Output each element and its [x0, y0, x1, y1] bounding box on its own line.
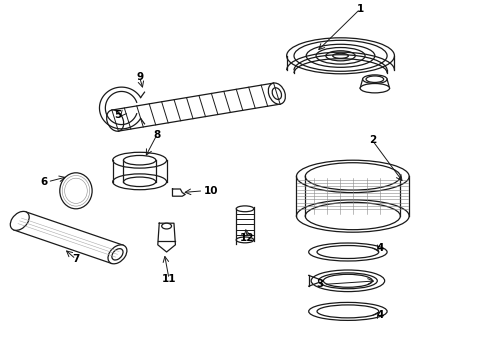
Text: 9: 9	[136, 72, 143, 82]
Text: 12: 12	[240, 233, 255, 243]
Ellipse shape	[317, 305, 379, 318]
Ellipse shape	[62, 175, 90, 206]
Ellipse shape	[309, 243, 387, 261]
Ellipse shape	[60, 173, 92, 209]
Ellipse shape	[294, 40, 387, 71]
Text: 3: 3	[316, 279, 323, 289]
Text: 4: 4	[376, 243, 384, 253]
Ellipse shape	[112, 249, 123, 260]
Ellipse shape	[113, 174, 167, 190]
Ellipse shape	[306, 44, 375, 67]
Ellipse shape	[305, 202, 400, 230]
Ellipse shape	[65, 178, 87, 203]
Polygon shape	[158, 223, 175, 252]
Ellipse shape	[311, 270, 385, 292]
Ellipse shape	[317, 246, 379, 258]
Ellipse shape	[65, 178, 87, 204]
Ellipse shape	[323, 274, 372, 287]
Ellipse shape	[326, 51, 355, 61]
Ellipse shape	[309, 302, 387, 320]
Text: 2: 2	[369, 135, 376, 145]
Text: 11: 11	[162, 274, 176, 284]
Ellipse shape	[305, 163, 400, 190]
Ellipse shape	[236, 206, 254, 212]
Text: 6: 6	[40, 177, 48, 187]
Text: 1: 1	[357, 4, 364, 14]
Ellipse shape	[272, 88, 282, 99]
Ellipse shape	[316, 48, 365, 64]
Ellipse shape	[123, 156, 156, 165]
Text: 4: 4	[376, 310, 384, 320]
Ellipse shape	[296, 160, 409, 193]
Text: 10: 10	[203, 186, 218, 196]
Ellipse shape	[360, 84, 390, 93]
Ellipse shape	[333, 53, 348, 58]
Ellipse shape	[363, 75, 387, 84]
Ellipse shape	[70, 184, 82, 197]
Ellipse shape	[123, 177, 156, 186]
Ellipse shape	[108, 245, 127, 264]
Ellipse shape	[296, 200, 409, 232]
Ellipse shape	[10, 211, 29, 230]
Ellipse shape	[366, 76, 384, 82]
Text: 5: 5	[114, 110, 122, 120]
Text: 8: 8	[153, 130, 160, 140]
Ellipse shape	[162, 223, 172, 229]
Ellipse shape	[287, 38, 394, 74]
Text: 7: 7	[72, 254, 80, 264]
Ellipse shape	[113, 152, 167, 168]
Ellipse shape	[269, 83, 285, 104]
Ellipse shape	[107, 110, 123, 131]
Ellipse shape	[236, 237, 254, 243]
Ellipse shape	[318, 273, 377, 289]
